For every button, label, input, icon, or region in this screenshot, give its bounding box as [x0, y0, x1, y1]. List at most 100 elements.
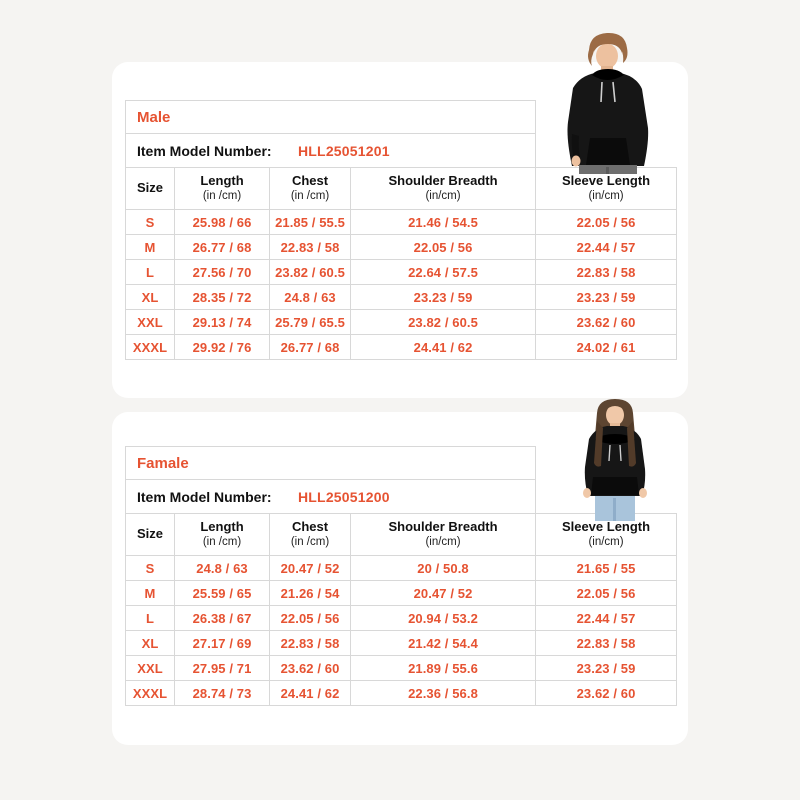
measurement-cell: 20.47 / 52 — [269, 555, 351, 581]
measurement-cell: 21.42 / 54.4 — [349, 630, 537, 656]
measurement-cell: 25.79 / 65.5 — [269, 309, 351, 335]
measurement-cell: 28.74 / 73 — [174, 680, 270, 706]
measurement-cell: 24.8 / 63 — [174, 555, 270, 581]
model-number-value: HLL25051200 — [298, 488, 390, 505]
col-header-shoulder: Shoulder Breadth (in/cm) — [349, 167, 537, 210]
size-label-cell: L — [125, 259, 175, 285]
gender-label: Famale — [124, 446, 537, 480]
measurement-cell: 22.05 / 56 — [535, 209, 678, 235]
size-row: XXL 29.13 / 74 25.79 / 65.5 23.82 / 60.5 23.… — [125, 309, 678, 335]
gender-label: Male — [124, 100, 537, 134]
measurement-cell: 20 / 50.8 — [349, 555, 537, 581]
size-row: L 27.56 / 70 23.82 / 60.5 22.64 / 57.5 22.83… — [125, 259, 678, 285]
model-number-row: Item Model Number: HLL25051200 — [124, 479, 677, 514]
col-header-length: Length (in /cm) — [174, 513, 270, 556]
size-row: XXL 27.95 / 71 23.62 / 60 21.89 / 55.6 23.23… — [125, 655, 678, 681]
model-number-row: Item Model Number: HLL25051201 — [124, 133, 677, 168]
male-size-table: Male Item Model Number: HLL25051201 Size… — [124, 100, 678, 360]
column-header-row: Size Length (in /cm) Chest (in /cm) Shou… — [125, 167, 678, 210]
size-row: M 25.59 / 65 21.26 / 54 20.47 / 52 22.05 / 5… — [125, 580, 678, 606]
size-row: XL 28.35 / 72 24.8 / 63 23.23 / 59 23.23 / 5… — [125, 284, 678, 310]
measurement-cell: 22.83 / 58 — [535, 630, 678, 656]
male-size-chart-card: Male Item Model Number: HLL25051201 Size… — [112, 32, 688, 398]
size-row: S 24.8 / 63 20.47 / 52 20 / 50.8 21.65 / 55 — [125, 555, 678, 581]
model-number-label: Item Model Number: — [137, 142, 272, 159]
photo-spacer — [536, 101, 677, 168]
measurement-cell: 21.46 / 54.5 — [349, 209, 537, 235]
model-number-cell: Item Model Number: HLL25051200 — [124, 479, 537, 514]
col-header-chest: Chest (in /cm) — [269, 167, 351, 210]
size-label-cell: XXL — [125, 309, 175, 335]
col-header-size: Size — [125, 513, 175, 556]
size-label-cell: XXL — [125, 655, 175, 681]
measurement-cell: 22.83 / 58 — [269, 630, 351, 656]
size-label-cell: XL — [125, 284, 175, 310]
measurement-cell: 24.41 / 62 — [269, 680, 351, 706]
measurement-cell: 22.83 / 58 — [535, 259, 678, 285]
gender-row: Male — [124, 100, 677, 134]
col-header-sleeve: Sleeve Length (in/cm) — [535, 167, 678, 210]
measurement-cell: 24.41 / 62 — [349, 334, 537, 360]
column-header-row: Size Length (in /cm) Chest (in /cm) Shou… — [125, 513, 678, 556]
measurement-cell: 27.56 / 70 — [174, 259, 270, 285]
size-row: L 26.38 / 67 22.05 / 56 20.94 / 53.2 22.44 /… — [125, 605, 678, 631]
measurement-cell: 25.98 / 66 — [174, 209, 270, 235]
measurement-cell: 27.17 / 69 — [174, 630, 270, 656]
size-label-cell: L — [125, 605, 175, 631]
measurement-cell: 20.47 / 52 — [349, 580, 537, 606]
measurement-cell: 23.23 / 59 — [535, 655, 678, 681]
measurement-cell: 21.65 / 55 — [535, 555, 678, 581]
measurement-cell: 26.77 / 68 — [269, 334, 351, 360]
size-label-cell: XXXL — [125, 680, 175, 706]
model-number-label: Item Model Number: — [137, 488, 272, 505]
measurement-cell: 27.95 / 71 — [174, 655, 270, 681]
measurement-cell: 22.64 / 57.5 — [349, 259, 537, 285]
measurement-cell: 23.62 / 60 — [535, 309, 678, 335]
measurement-cell: 22.44 / 57 — [535, 234, 678, 260]
col-header-size: Size — [125, 167, 175, 210]
model-number-cell: Item Model Number: HLL25051201 — [124, 133, 537, 168]
measurement-cell: 21.85 / 55.5 — [269, 209, 351, 235]
measurement-cell: 22.05 / 56 — [535, 580, 678, 606]
measurement-cell: 23.82 / 60.5 — [269, 259, 351, 285]
measurement-cell: 23.62 / 60 — [535, 680, 678, 706]
measurement-cell: 25.59 / 65 — [174, 580, 270, 606]
size-label-cell: XXXL — [125, 334, 175, 360]
measurement-cell: 23.62 / 60 — [269, 655, 351, 681]
measurement-cell: 22.83 / 58 — [269, 234, 351, 260]
measurement-cell: 21.26 / 54 — [269, 580, 351, 606]
measurement-cell: 23.82 / 60.5 — [349, 309, 537, 335]
measurement-cell: 28.35 / 72 — [174, 284, 270, 310]
measurement-cell: 26.77 / 68 — [174, 234, 270, 260]
measurement-cell: 24.8 / 63 — [269, 284, 351, 310]
measurement-cell: 20.94 / 53.2 — [349, 605, 537, 631]
gender-row: Famale — [124, 446, 677, 480]
col-header-chest: Chest (in /cm) — [269, 513, 351, 556]
size-label-cell: S — [125, 209, 175, 235]
size-label-cell: M — [125, 580, 175, 606]
measurement-cell: 29.92 / 76 — [174, 334, 270, 360]
size-row: M 26.77 / 68 22.83 / 58 22.05 / 56 22.44 / 5… — [125, 234, 678, 260]
measurement-cell: 23.23 / 59 — [349, 284, 537, 310]
col-header-shoulder: Shoulder Breadth (in/cm) — [349, 513, 537, 556]
size-label-cell: M — [125, 234, 175, 260]
female-size-chart-card: Famale Item Model Number: HLL25051200 Si… — [112, 399, 688, 745]
size-label-cell: S — [125, 555, 175, 581]
col-header-sleeve: Sleeve Length (in/cm) — [535, 513, 678, 556]
size-row: S 25.98 / 66 21.85 / 55.5 21.46 / 54.5 22.05… — [125, 209, 678, 235]
measurement-cell: 23.23 / 59 — [535, 284, 678, 310]
female-size-table: Famale Item Model Number: HLL25051200 Si… — [124, 446, 678, 706]
size-row: XXXL 28.74 / 73 24.41 / 62 22.36 / 56.8 23.6… — [125, 680, 678, 706]
model-number-value: HLL25051201 — [298, 142, 390, 159]
measurement-cell: 22.05 / 56 — [349, 234, 537, 260]
measurement-cell: 22.44 / 57 — [535, 605, 678, 631]
size-row: XXXL 29.92 / 76 26.77 / 68 24.41 / 62 24.02 … — [125, 334, 678, 360]
size-row: XL 27.17 / 69 22.83 / 58 21.42 / 54.4 22.83 … — [125, 630, 678, 656]
size-label-cell: XL — [125, 630, 175, 656]
measurement-cell: 22.36 / 56.8 — [349, 680, 537, 706]
measurement-cell: 22.05 / 56 — [269, 605, 351, 631]
measurement-cell: 21.89 / 55.6 — [349, 655, 537, 681]
measurement-cell: 26.38 / 67 — [174, 605, 270, 631]
measurement-cell: 29.13 / 74 — [174, 309, 270, 335]
